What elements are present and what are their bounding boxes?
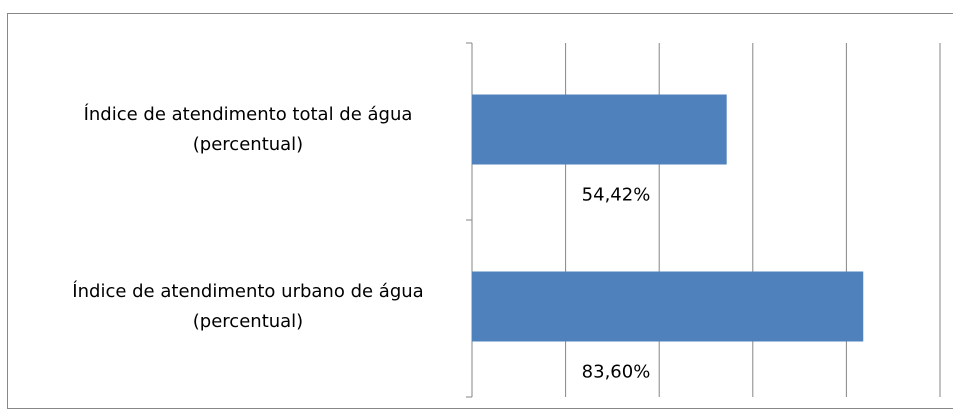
bar (472, 94, 727, 165)
data-label: 83,60% (582, 362, 651, 383)
data-label: 54,42% (582, 185, 651, 206)
y-tick-label: Índice de atendimento total de água (per… (83, 103, 413, 155)
bar (472, 271, 864, 342)
y-tick-label: Índice de atendimento urbano de água (pe… (72, 280, 424, 332)
chart-border (7, 13, 953, 409)
